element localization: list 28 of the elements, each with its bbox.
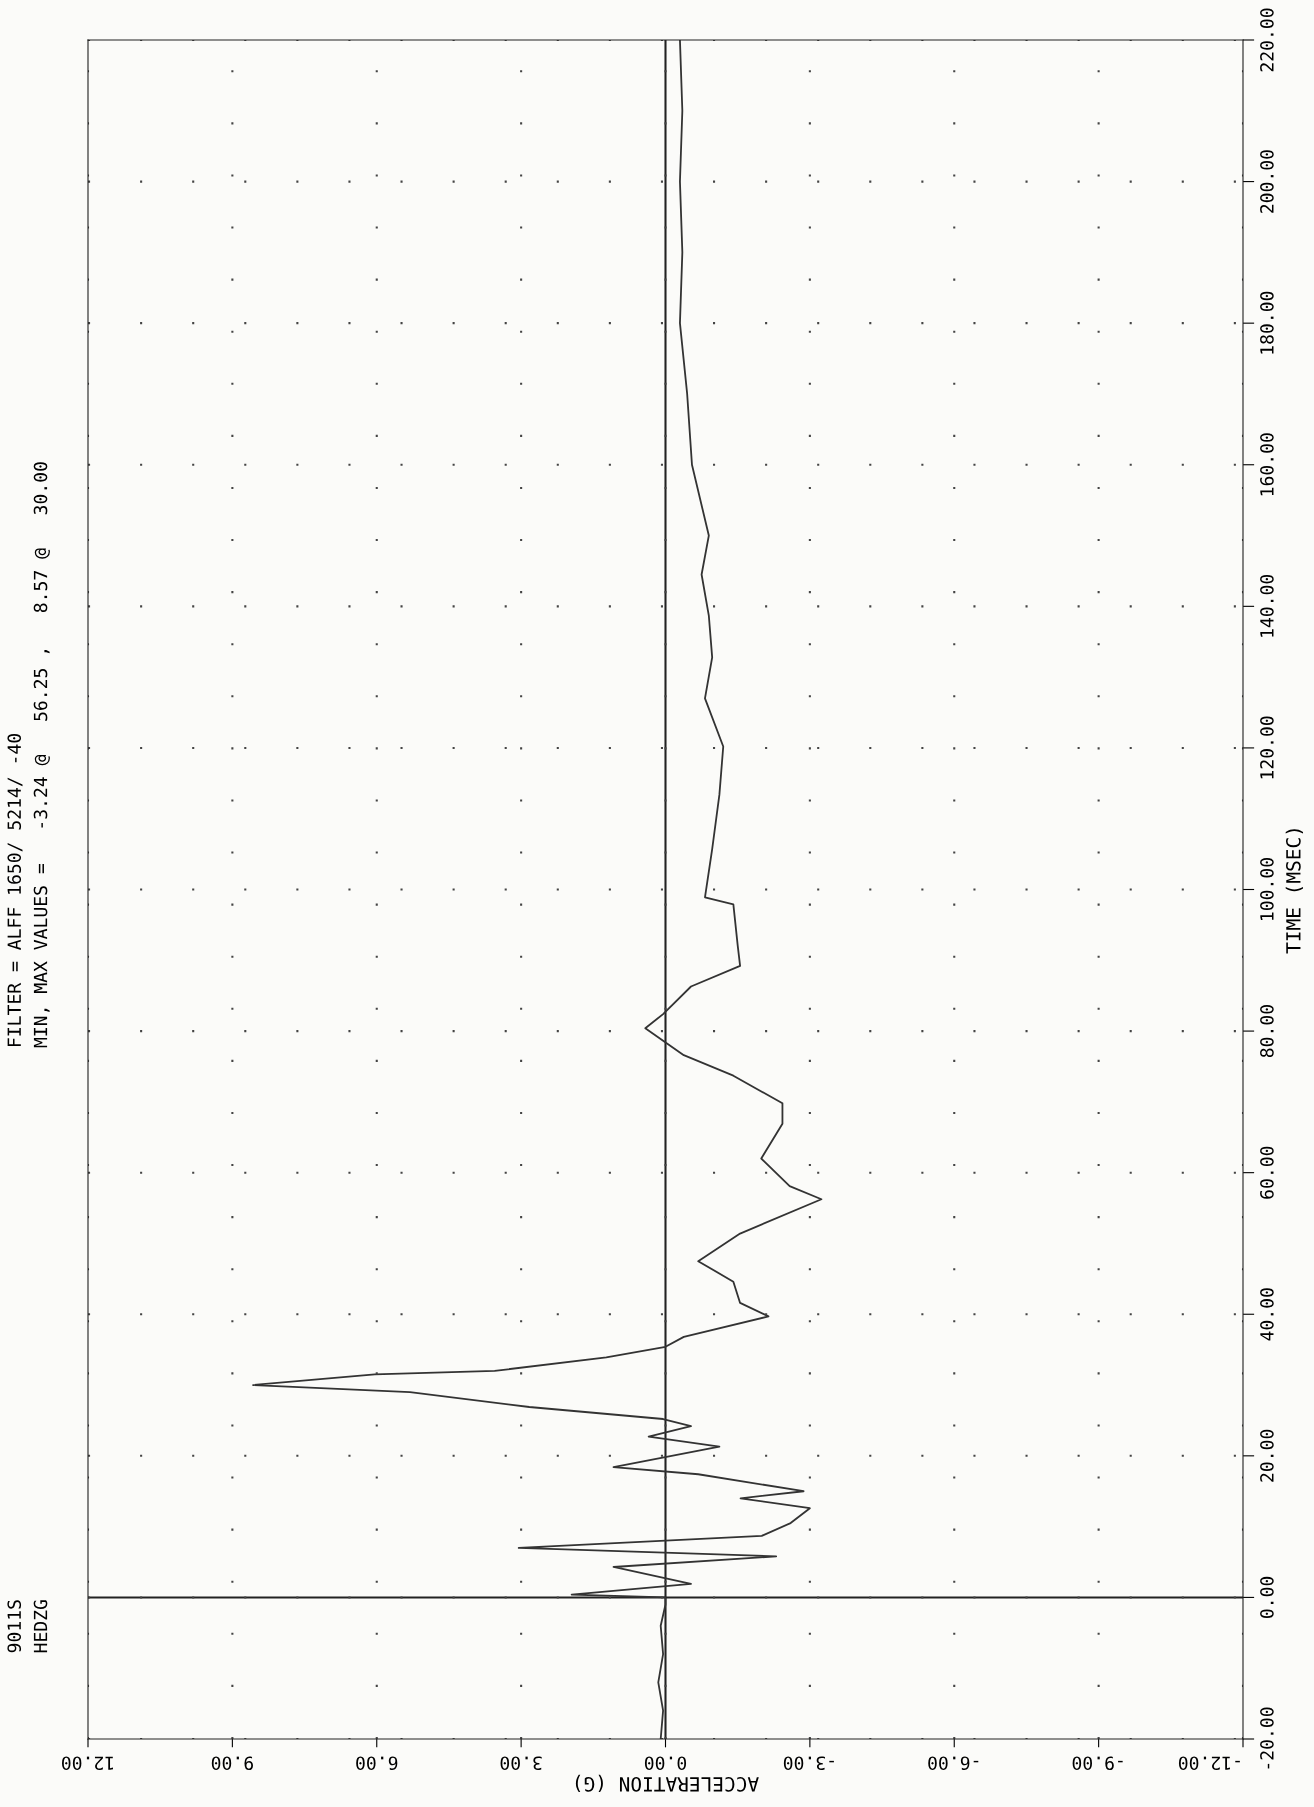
text: FILTER = ALFF 1650/ 5214/ -40 — [7, 733, 23, 1047]
x-tick-label: 3.00 — [500, 1756, 542, 1771]
y-tick-label: 80.00 — [1260, 1005, 1274, 1058]
y-tick-label: 220.00 — [1260, 8, 1274, 72]
y-axis-title: TIME (MSEC) — [1285, 829, 1304, 954]
y-tick-label: -20.00 — [1260, 1707, 1274, 1769]
x-tick-label: 6.00 — [356, 1756, 398, 1771]
x-tick-label: 0.00 — [644, 1756, 687, 1771]
y-tick-label: 120.00 — [1260, 716, 1274, 779]
y-tick-label: 60.00 — [1260, 1146, 1274, 1199]
y-tick-label: 0.00 — [1260, 1576, 1274, 1618]
y-tick-label: 100.00 — [1260, 858, 1274, 920]
x-tick-label: -3.00 — [783, 1756, 834, 1771]
y-tick-label: 140.00 — [1260, 574, 1274, 637]
x-tick-label: 12.00 — [61, 1756, 114, 1771]
x-axis-title: ACCELERATION (G) — [575, 1774, 759, 1793]
x-tick-label: -12.00 — [1178, 1756, 1240, 1771]
y-tick-label: 200.00 — [1260, 150, 1274, 213]
x-tick-label: -6.00 — [928, 1756, 979, 1771]
x-tick-label: 9.00 — [211, 1756, 253, 1771]
y-tick-label: 20.00 — [1260, 1429, 1274, 1482]
text: MIN, MAX VALUES = -3.24 @ 56.25 , 8.57 @ 30.00 — [33, 462, 50, 1048]
text: HEDZG — [33, 1600, 48, 1653]
text: 9011S — [7, 1600, 22, 1653]
x-tick-label: -9.00 — [1072, 1756, 1123, 1771]
y-tick-label: 180.00 — [1260, 291, 1274, 354]
y-tick-label: 40.00 — [1260, 1288, 1274, 1341]
y-tick-label: 160.00 — [1260, 433, 1274, 496]
